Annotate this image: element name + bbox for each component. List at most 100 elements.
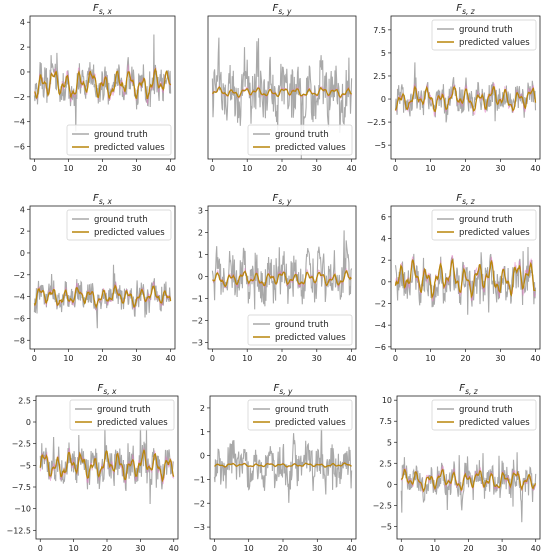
- legend: ground truth predicted values: [247, 314, 353, 346]
- legend: ground truth predicted values: [431, 399, 537, 431]
- y-tick-label: 0: [387, 480, 392, 489]
- y-tick-label: 0: [200, 452, 205, 461]
- subplot-6: Fs, z 0 10 20 30 40 −6 −4 −2 0 2 4 6 ground truth pred…: [374, 193, 540, 363]
- predicted-values-line: [34, 67, 172, 100]
- y-tick-label: −2: [193, 499, 205, 508]
- y-tick-label: −3: [191, 338, 203, 347]
- x-tick-label: 20: [277, 164, 287, 173]
- legend: ground truth predicted values: [66, 124, 172, 156]
- x-tick-label: 10: [425, 164, 435, 173]
- subplot-1: Fs, x 0 10 20 30 40 −6 −4 −2 0 2 4 ground truth predi…: [13, 3, 176, 173]
- y-tick-label: −2: [374, 300, 386, 309]
- ground-truth-line: [211, 230, 353, 310]
- x-tick-label: 40: [166, 164, 176, 173]
- x-tick-label: 40: [346, 354, 356, 363]
- y-tick-label: −2.5: [367, 118, 386, 127]
- x-tick-label: 40: [166, 354, 176, 363]
- legend-label: ground truth: [94, 215, 148, 225]
- legend: ground truth predicted values: [431, 19, 537, 51]
- subplot-2: Fs, y 0 10 20 30 40 ground truth predicted valu…: [207, 3, 357, 173]
- x-tick-label: 30: [312, 164, 322, 173]
- y-tick-label: 4: [20, 18, 25, 27]
- y-tick-label: 2: [198, 228, 203, 237]
- legend-box: [66, 124, 172, 156]
- y-tick-label: 0: [198, 272, 203, 281]
- y-tick-label: 0: [381, 278, 386, 287]
- x-tick-label: 40: [346, 164, 356, 173]
- subplot-title: Fs, y: [273, 193, 292, 206]
- legend: ground truth predicted values: [431, 209, 537, 241]
- legend-box: [66, 209, 172, 241]
- y-tick-label: 0: [20, 68, 25, 77]
- y-tick-label: −4: [13, 118, 25, 127]
- y-tick-label: −3: [193, 523, 205, 532]
- x-tick-label: 0: [393, 164, 398, 173]
- x-tick-label: 10: [425, 354, 435, 363]
- y-tick-label: 2.5: [373, 72, 386, 81]
- y-tick-label: 2.5: [18, 396, 31, 405]
- x-tick-label: 0: [210, 164, 215, 173]
- y-tick-label: 4: [20, 205, 25, 214]
- y-tick-label: 5: [381, 49, 386, 58]
- y-tick-label: −6: [13, 314, 25, 323]
- subplot-title: Fs, x: [93, 193, 112, 206]
- y-tick-label: 0: [26, 418, 31, 427]
- y-tick-label: −2: [191, 316, 203, 325]
- x-tick-label: 30: [495, 354, 505, 363]
- predicted-values-line: [394, 258, 536, 300]
- y-tick-label: −5: [19, 461, 31, 470]
- legend-box: [247, 314, 353, 346]
- y-tick-label: 3: [198, 206, 203, 215]
- predicted-values-line: [400, 468, 537, 493]
- y-tick-label: 1: [198, 250, 203, 259]
- y-tick-label: 5: [387, 438, 392, 447]
- y-tick-label: −5: [374, 141, 386, 150]
- x-tick-label: 10: [63, 164, 73, 173]
- predicted-values-line: [394, 85, 537, 113]
- y-tick-label: −6: [13, 143, 25, 152]
- legend-label: predicted values: [459, 418, 530, 428]
- y-tick-label: −4: [374, 321, 386, 330]
- x-tick-label: 20: [460, 354, 470, 363]
- x-tick-label: 30: [131, 164, 141, 173]
- subplot-3: Fs, z 0 10 20 30 40 −5 −2.5 0 2.5 5 7.5 ground truth…: [367, 3, 541, 173]
- y-tick-label: 2: [200, 404, 205, 413]
- y-tick-label: 0: [381, 95, 386, 104]
- x-tick-label: 0: [32, 354, 37, 363]
- y-tick-label: −2.5: [373, 501, 392, 510]
- legend-box: [247, 124, 353, 156]
- legend-label: ground truth: [459, 405, 513, 415]
- x-tick-label: 0: [210, 354, 215, 363]
- legend-box: [247, 399, 353, 431]
- ground-truth-line: [394, 246, 537, 315]
- legend-label: predicted values: [94, 228, 165, 238]
- ground-truth-line: [213, 421, 353, 503]
- subplot-5: Fs, y 0 10 20 30 40 −3 −2 −1 0 1 2 3 ground truth pred…: [191, 193, 356, 363]
- y-tick-label: 2: [20, 227, 25, 236]
- legend: ground truth predicted values: [247, 399, 353, 431]
- x-tick-label: 10: [430, 544, 440, 553]
- y-tick-label: −8: [13, 336, 25, 345]
- x-tick-label: 20: [278, 544, 288, 553]
- predicted-values-line: [214, 462, 352, 468]
- ground-truth-line: [39, 423, 175, 505]
- x-tick-label: 20: [102, 544, 112, 553]
- legend-box: [69, 399, 175, 431]
- y-tick-label: −6: [374, 343, 386, 352]
- subplot-title: Fs, x: [93, 3, 112, 16]
- legend-label: ground truth: [275, 405, 329, 415]
- y-tick-label: −1: [193, 475, 205, 484]
- y-tick-label: −2: [13, 93, 25, 102]
- x-tick-label: 0: [393, 354, 398, 363]
- x-tick-label: 30: [497, 544, 507, 553]
- y-tick-label: 2.5: [379, 459, 392, 468]
- legend-label: ground truth: [459, 215, 513, 225]
- legend-box: [431, 399, 537, 431]
- subplot-7: Fs, x 0 10 20 30 40 −12.5 −10 −7.5 −5 −2.5 0 2.5 grou…: [6, 383, 178, 553]
- y-tick-label: 2: [381, 256, 386, 265]
- y-tick-label: −1: [191, 294, 203, 303]
- x-tick-label: 30: [312, 354, 322, 363]
- subplot-title: Fs, z: [456, 193, 475, 206]
- legend-label: ground truth: [97, 405, 151, 415]
